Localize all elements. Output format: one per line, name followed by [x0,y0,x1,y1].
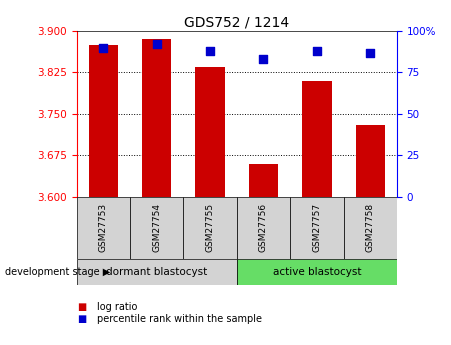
FancyBboxPatch shape [237,197,290,259]
Title: GDS752 / 1214: GDS752 / 1214 [184,16,290,30]
Point [207,48,214,54]
FancyBboxPatch shape [77,259,237,285]
FancyBboxPatch shape [130,197,184,259]
Bar [89,45,118,197]
Text: GSM27754: GSM27754 [152,203,161,252]
Point [367,50,374,55]
Text: percentile rank within the sample: percentile rank within the sample [97,314,262,324]
FancyBboxPatch shape [344,197,397,259]
Text: GSM27756: GSM27756 [259,203,268,252]
FancyBboxPatch shape [184,197,237,259]
Text: ■: ■ [77,314,86,324]
Text: GSM27758: GSM27758 [366,203,375,252]
Text: ■: ■ [77,302,86,312]
Point [313,48,320,54]
Point [153,41,160,47]
Point [100,45,107,50]
Bar [355,125,385,197]
Bar [142,39,171,197]
Text: GSM27755: GSM27755 [206,203,215,252]
FancyBboxPatch shape [237,259,397,285]
Bar [302,81,331,197]
FancyBboxPatch shape [290,197,344,259]
Text: GSM27753: GSM27753 [99,203,108,252]
Bar [249,164,278,197]
Point [260,57,267,62]
Text: active blastocyst: active blastocyst [272,267,361,277]
Text: GSM27757: GSM27757 [313,203,321,252]
Text: dormant blastocyst: dormant blastocyst [106,267,207,277]
Bar [195,67,225,197]
FancyBboxPatch shape [77,197,130,259]
Text: log ratio: log ratio [97,302,138,312]
Text: development stage ▶: development stage ▶ [5,267,110,277]
